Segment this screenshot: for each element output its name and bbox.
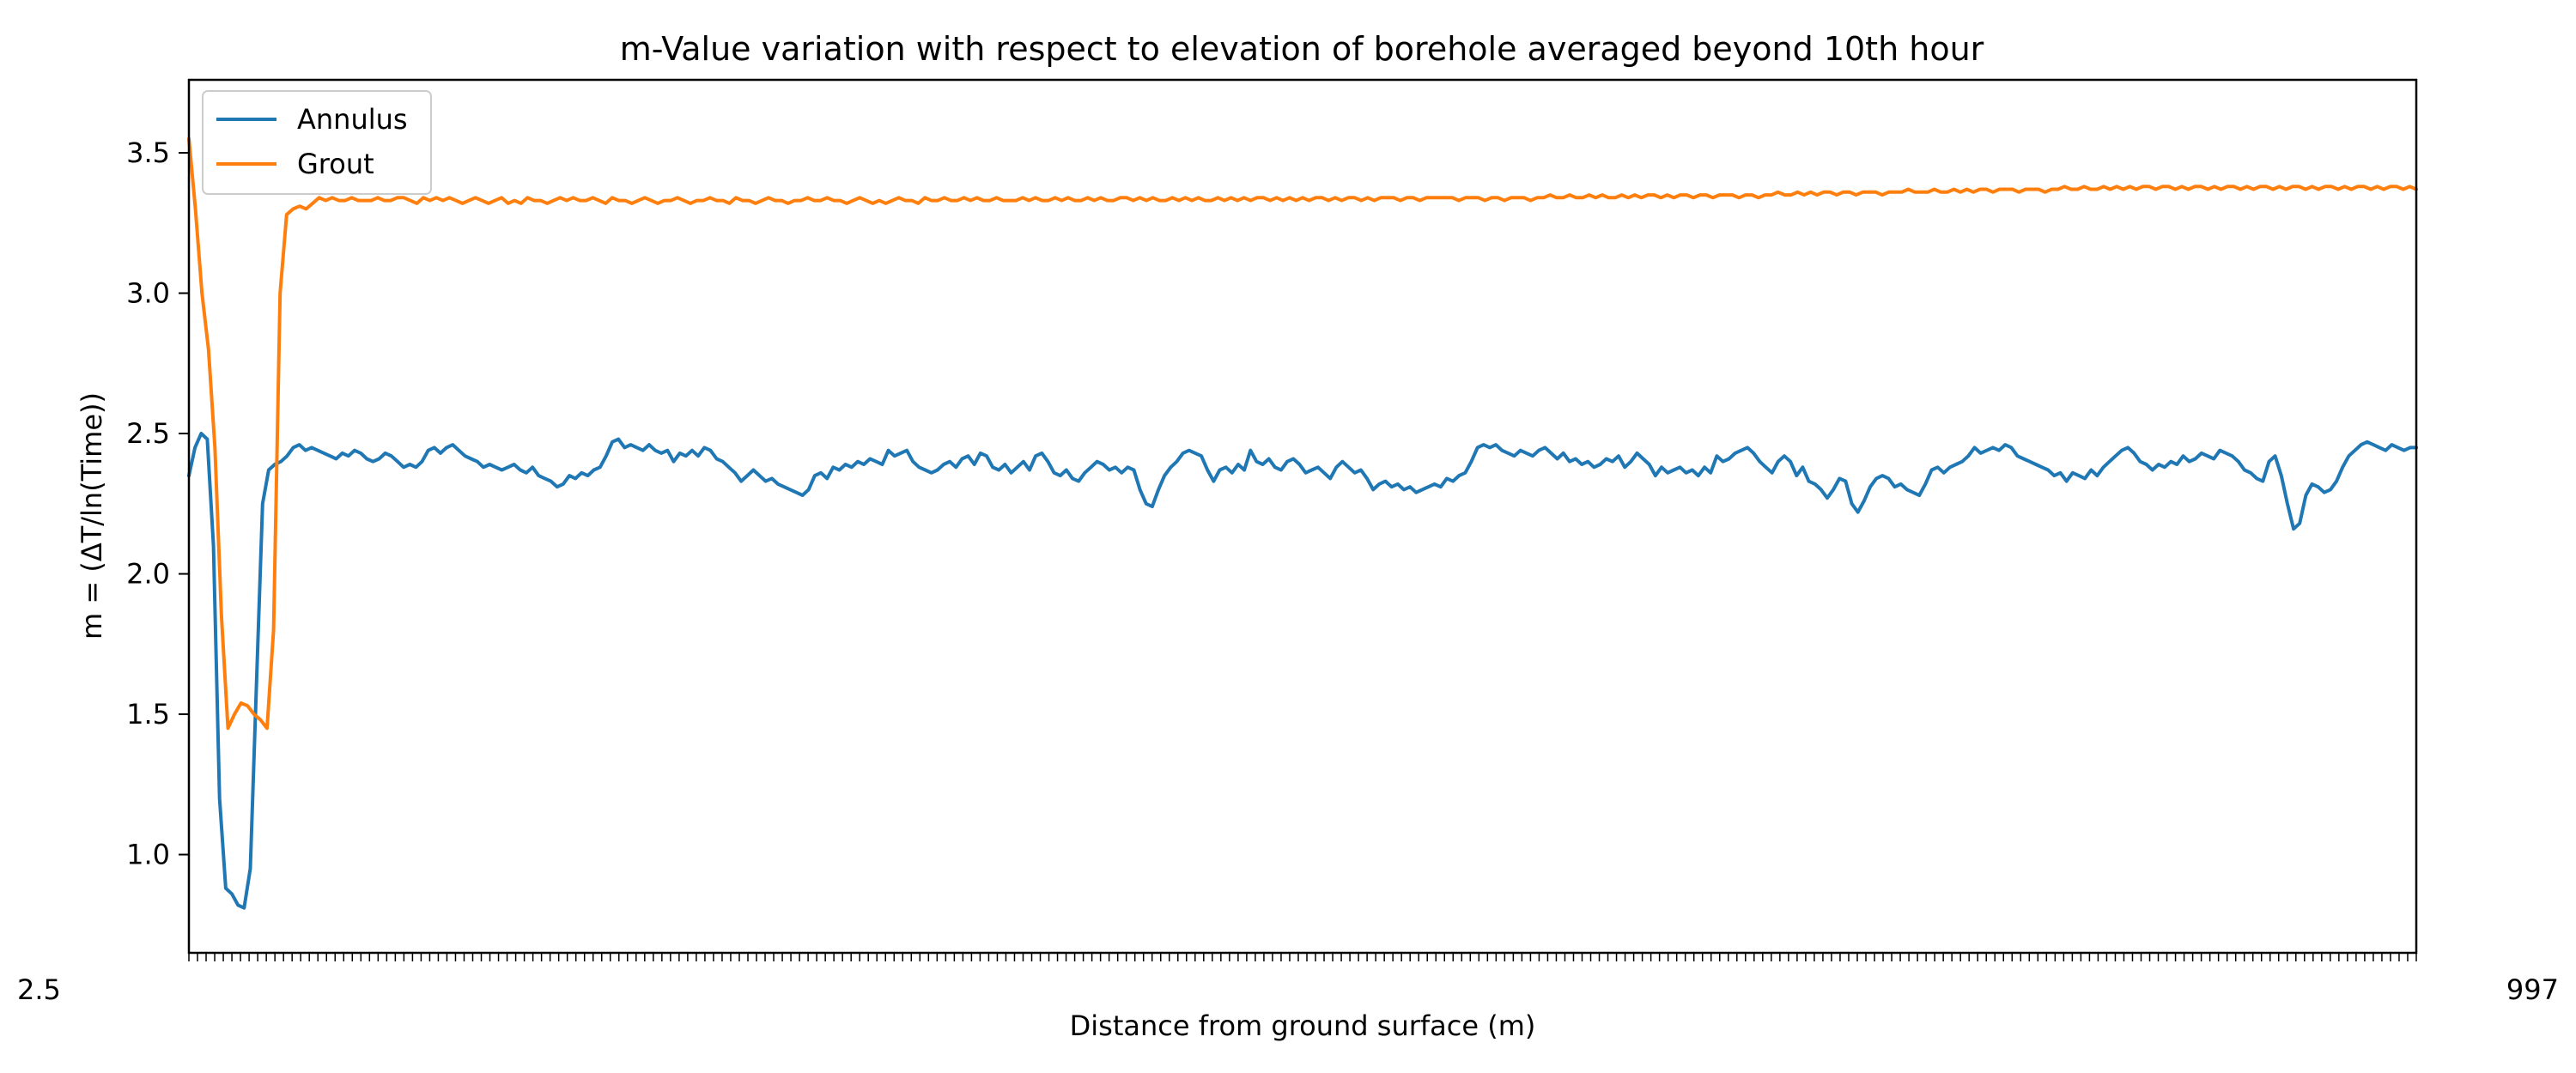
legend-box	[202, 90, 432, 195]
x-tick-label-last: 997	[2506, 973, 2559, 1006]
x-tick-label-first: 2.5	[17, 973, 61, 1006]
x-axis-ticks: 2.5 997	[17, 953, 2559, 1006]
series-line-grout	[187, 136, 2418, 730]
y-tick-label: 2.5	[126, 417, 170, 450]
y-tick-label: 2.0	[126, 558, 170, 591]
legend-label-grout: Grout	[297, 148, 374, 180]
x-axis-label: Distance from ground surface (m)	[1070, 1009, 1536, 1042]
series-lines	[187, 136, 2418, 910]
legend-label-annulus: Annulus	[297, 103, 408, 136]
chart-title: m-Value variation with respect to elevat…	[620, 30, 1984, 68]
series-line-annulus	[187, 432, 2418, 910]
y-axis-ticks: 1.0 1.5 2.0 2.5 3.0 3.5	[126, 136, 189, 871]
y-tick-label: 3.0	[126, 277, 170, 310]
y-tick-label: 1.5	[126, 698, 170, 730]
y-tick-label: 1.0	[126, 839, 170, 871]
plot-frame	[187, 78, 2418, 955]
legend: Annulus Grout	[202, 90, 432, 195]
y-axis-label: m = (ΔT/ln(Time))	[76, 392, 108, 640]
y-tick-label: 3.5	[126, 136, 170, 169]
